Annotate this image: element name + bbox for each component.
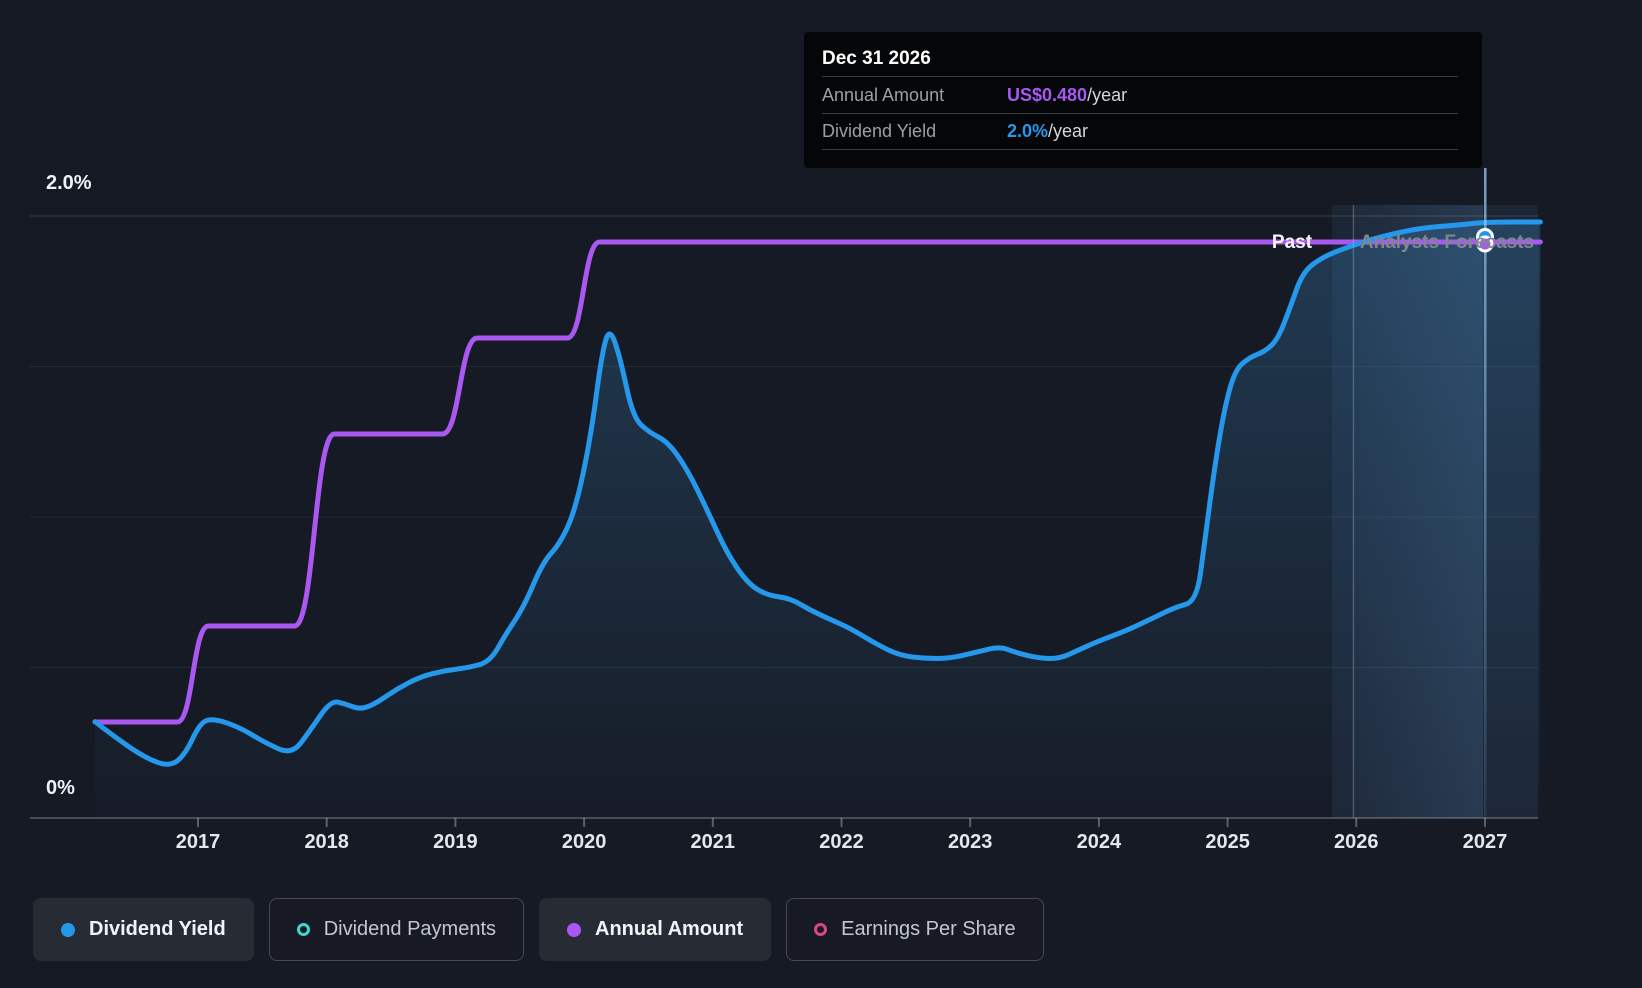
tooltip-row-value: 2.0% xyxy=(1007,121,1049,141)
x-axis-label: 2020 xyxy=(561,831,607,853)
legend-annual-amount[interactable]: Annual Amount xyxy=(539,898,772,961)
tooltip-rows: Annual Amount US$0.480/year Dividend Yield… xyxy=(822,76,1458,150)
filled-dot-icon xyxy=(61,922,75,937)
x-axis-label: 2025 xyxy=(1205,831,1250,853)
dividend-yield-line xyxy=(92,219,1543,767)
legend-label: Annual Amount xyxy=(595,918,744,940)
x-axis-label: 2027 xyxy=(1462,831,1508,853)
tooltip-row-suffix: /year xyxy=(1048,121,1089,141)
legend-dividend-yield[interactable]: Dividend Yield xyxy=(33,898,254,961)
tooltip-date: Dec 31 2026 xyxy=(822,48,931,69)
y-axis-label-max: 2.0% xyxy=(46,172,92,194)
filled-dot-icon xyxy=(567,922,582,937)
x-axis-label: 2022 xyxy=(819,831,864,853)
x-axis-label: 2023 xyxy=(947,831,993,853)
tooltip-row-label: Dividend Yield xyxy=(822,121,937,141)
legend-label: Dividend Yield xyxy=(89,918,226,940)
x-axis-label: 2024 xyxy=(1076,831,1122,853)
tooltip-row: Dividend Yield 2.0%/year xyxy=(822,113,1458,150)
x-axis-label: 2019 xyxy=(433,831,478,853)
past-zone-label: Past xyxy=(1271,232,1313,253)
forecast-zone-label: Analysts Forecasts xyxy=(1359,232,1535,253)
tooltip-row: Annual Amount US$0.480/year xyxy=(822,76,1458,113)
crosshair-line xyxy=(1484,168,1487,818)
y-axis-label-zero: 0% xyxy=(46,777,75,799)
annual-amount-hover-marker xyxy=(1476,235,1494,253)
x-axis-label: 2021 xyxy=(690,831,736,853)
ring-icon xyxy=(814,923,828,936)
annual-amount-line xyxy=(92,239,1543,725)
dividend-yield-area xyxy=(95,222,1541,818)
tooltip-row-value: US$0.480 xyxy=(1007,84,1088,105)
x-axis-label: 2017 xyxy=(175,831,221,853)
legend-label: Dividend Payments xyxy=(323,918,497,940)
chart-tooltip: Dec 31 2026 Annual Amount US$0.480/year Di… xyxy=(804,32,1482,168)
tooltip-row-suffix: /year xyxy=(1087,84,1128,105)
x-axis-label: 2018 xyxy=(304,831,349,853)
legend-label: Earnings Per Share xyxy=(841,918,1016,940)
ring-icon xyxy=(296,923,310,936)
legend-earnings-per-share[interactable]: Earnings Per Share xyxy=(786,898,1044,961)
chart-legend: Dividend Yield Dividend Payments Annual Am… xyxy=(33,898,1044,961)
x-axis-label: 2026 xyxy=(1334,831,1379,853)
legend-dividend-payments[interactable]: Dividend Payments xyxy=(268,898,525,961)
tooltip-row-label: Annual Amount xyxy=(822,84,945,105)
